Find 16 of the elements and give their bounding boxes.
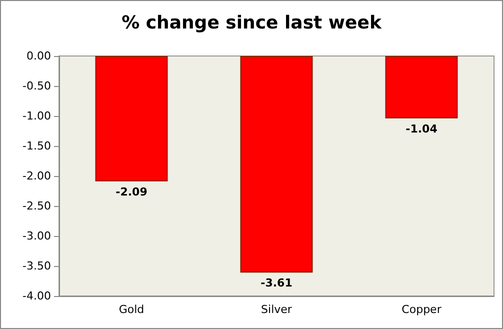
data-label: -1.04: [406, 122, 438, 136]
y-tick-label: -3.00: [22, 230, 51, 242]
y-tick-label: -3.50: [22, 260, 51, 272]
data-label: -3.61: [260, 276, 292, 290]
x-tick-label: Copper: [402, 303, 442, 316]
chart-title: % change since last week: [122, 12, 382, 34]
y-tick-label: 0.00: [26, 50, 51, 62]
x-tick-label: Silver: [261, 303, 292, 316]
y-tick-label: -2.50: [22, 200, 51, 212]
x-tick-label: Gold: [118, 303, 144, 316]
y-tick-label: -1.00: [22, 110, 51, 122]
y-tick-label: -1.50: [22, 140, 51, 152]
data-label: -2.09: [116, 185, 148, 198]
y-tick-label: -2.00: [22, 170, 51, 182]
y-tick-label: -4.00: [22, 290, 51, 302]
y-tick-label: -0.50: [22, 80, 51, 92]
